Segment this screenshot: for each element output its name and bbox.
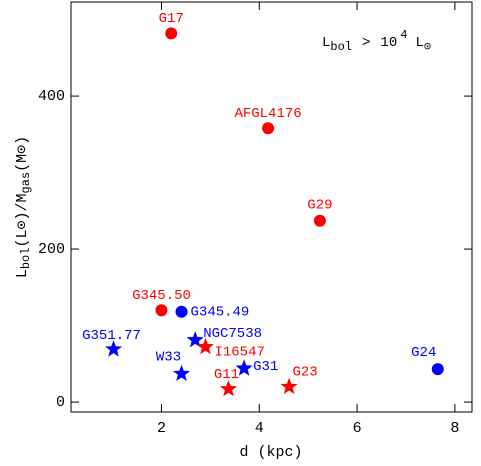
y-tick-label: 0 <box>56 394 65 411</box>
star-marker <box>280 377 298 394</box>
y-label-part: ⊙ <box>14 145 31 154</box>
star-marker <box>105 340 123 357</box>
y-label-part: (M <box>14 154 31 172</box>
star-marker <box>186 331 204 348</box>
x-tick-label: 8 <box>450 420 459 437</box>
x-tick-label: 4 <box>255 420 264 437</box>
point-label: G11 <box>214 367 239 383</box>
plot-frame <box>70 1 473 413</box>
x-tick-label: 6 <box>353 420 362 437</box>
point-label: G351.77 <box>82 328 141 344</box>
x-axis-label: d (kpc) <box>239 444 302 461</box>
y-label-part: ) <box>14 136 31 145</box>
point-label: W33 <box>156 349 181 365</box>
point-label: G23 <box>292 364 317 380</box>
circle-marker <box>313 214 326 227</box>
annotation-part: 10 <box>380 35 397 51</box>
y-label-part: gas <box>19 172 33 194</box>
y-tick-label: 200 <box>38 241 65 258</box>
point-label: NGC7538 <box>203 326 262 342</box>
y-axis-label: Lbol(L⊙)/Mgas(M⊙) <box>14 136 33 278</box>
point-label: G24 <box>411 345 436 361</box>
annotation-part: bol <box>330 40 352 54</box>
y-label-part: )/M <box>14 193 31 220</box>
circle-marker <box>431 363 444 376</box>
y-label-part: (L <box>14 230 31 248</box>
point-label: G345.49 <box>191 304 250 320</box>
star-marker <box>235 359 253 376</box>
star-marker <box>219 380 237 397</box>
circle-marker <box>155 304 168 317</box>
y-label-part: L <box>14 269 31 278</box>
star-marker <box>173 364 191 381</box>
star-marker <box>196 338 214 355</box>
circle-marker <box>175 305 188 318</box>
point-label: G345.50 <box>132 288 191 304</box>
point-label: AFGL4176 <box>234 106 301 122</box>
annotation-part: 4 <box>400 28 407 42</box>
annotation-part: L <box>415 35 423 51</box>
y-label-part: bol <box>19 248 33 270</box>
circle-marker <box>165 27 178 40</box>
circle-marker <box>262 122 275 135</box>
annotation-part: > <box>362 35 370 51</box>
point-label: I16547 <box>214 345 264 361</box>
annotation-part: L <box>322 35 330 51</box>
point-label: G29 <box>307 197 332 213</box>
x-tick-label: 2 <box>157 420 166 437</box>
point-label: G31 <box>253 359 278 375</box>
annotation: Lbol >10 4 L⊙ <box>322 28 431 54</box>
y-label-part: ⊙ <box>14 221 31 230</box>
annotation-part: ⊙ <box>424 40 431 54</box>
point-label: G17 <box>159 11 184 27</box>
y-tick-label: 400 <box>38 88 65 105</box>
